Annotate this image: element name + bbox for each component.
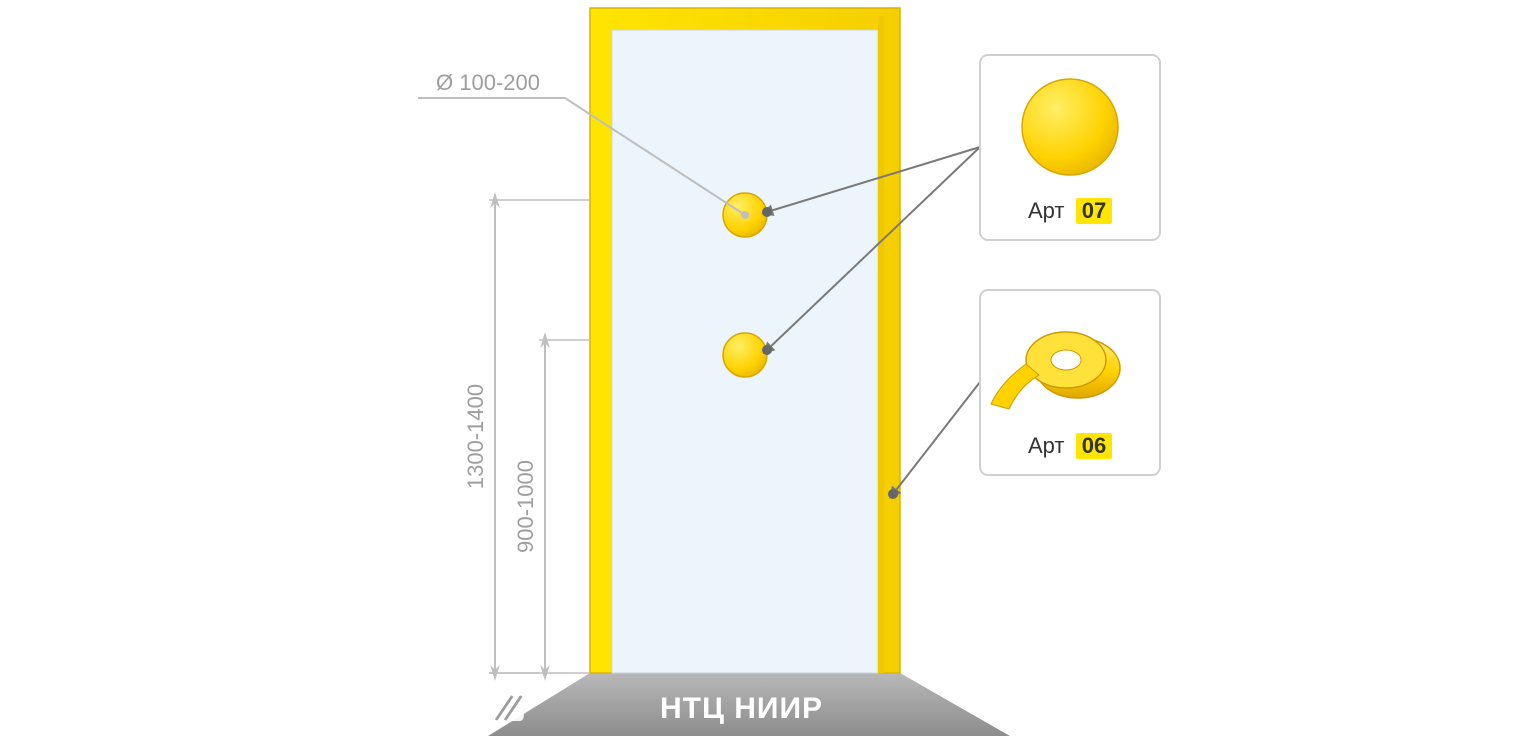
diameter-label: Ø 100-200 [436,70,540,95]
card-07-label-num: 07 [1082,198,1106,223]
yellow-circle-icon [1022,79,1118,175]
callout-card-06: Арт 06 [888,290,1160,499]
card-06-label-prefix: Арт [1028,433,1065,458]
door-marking-diagram: НТЦ НИИР Ø 100-200 1300-1400 900-1000 [0,0,1515,736]
logo-text: НТЦ НИИР [660,692,823,725]
door-marker-lower [723,333,767,377]
card-06-label-num: 06 [1082,433,1106,458]
dim-outer-label: 1300-1400 [463,384,488,489]
dim-inner-label: 900-1000 [513,460,538,553]
dimension-inner: 900-1000 [489,340,590,673]
dimension-outer: 1300-1400 [463,200,590,673]
card-07-label-prefix: Арт [1028,198,1065,223]
